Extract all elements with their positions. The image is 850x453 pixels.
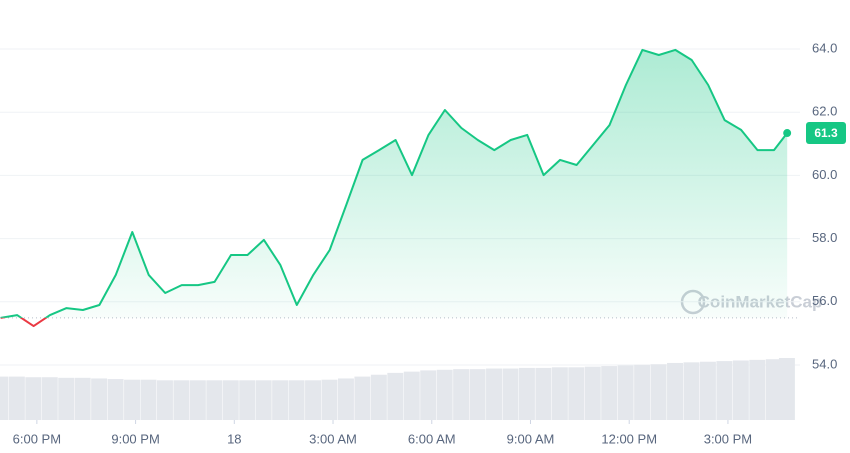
volume-bar: [601, 366, 618, 420]
volume-bar: [420, 370, 437, 420]
y-tick-label: 56.0: [812, 293, 837, 308]
x-tick-label: 18: [227, 431, 241, 446]
volume-bar: [74, 377, 91, 420]
volume-bar: [699, 361, 716, 420]
volume-bar: [58, 377, 75, 420]
volume-bar: [41, 377, 58, 420]
volume-bar: [667, 362, 684, 420]
x-tick-label: 3:00 AM: [309, 431, 357, 446]
volume-bar: [305, 380, 322, 420]
volume-bar: [189, 380, 206, 420]
volume-bar: [107, 379, 124, 420]
price-tag: [806, 122, 846, 145]
x-tick-label: 6:00 PM: [13, 431, 61, 446]
volume-bar: [518, 367, 535, 420]
y-tick-label: 62.0: [812, 104, 837, 119]
x-tick-label: 9:00 AM: [507, 431, 555, 446]
volume-bar: [370, 374, 387, 420]
volume-bar: [321, 379, 338, 420]
volume-bar: [683, 362, 700, 420]
volume-bar: [255, 380, 272, 420]
volume-bar: [124, 379, 141, 420]
volume-bar: [206, 380, 223, 420]
volume-bar: [387, 372, 404, 420]
volume-bar: [140, 379, 157, 420]
y-tick-label: 54.0: [812, 356, 837, 371]
volume-bar: [354, 376, 371, 420]
price-area: [0, 49, 788, 318]
volume-bar: [584, 366, 601, 420]
volume-bar: [272, 380, 289, 420]
volume-bar: [91, 378, 108, 420]
y-tick-label: 60.0: [812, 167, 837, 182]
volume-bar: [403, 371, 420, 420]
price-tag-label: 61.3: [814, 126, 838, 140]
volume-bar: [173, 380, 190, 420]
price-line: [0, 48, 788, 318]
x-tick-label: 6:00 AM: [408, 431, 456, 446]
x-tick-label: 12:00 PM: [601, 431, 657, 446]
volume-bar: [453, 369, 470, 420]
x-tick-label: 3:00 PM: [704, 431, 752, 446]
volume-bar: [535, 367, 552, 420]
last-point: [783, 129, 792, 138]
volume-bar: [436, 369, 453, 420]
volume-bar: [568, 367, 585, 420]
volume-bar: [239, 380, 256, 420]
volume-bar: [617, 365, 634, 420]
y-tick-label: 64.0: [812, 40, 837, 55]
volume-bar: [634, 364, 651, 420]
volume-bar: [650, 364, 667, 420]
volume-bar: [222, 380, 239, 420]
volume-bar: [0, 376, 9, 420]
volume-bar: [8, 376, 25, 420]
volume-bar: [486, 368, 503, 420]
volume-bar: [732, 360, 749, 420]
volume-bar: [337, 378, 354, 420]
volume-bar: [156, 380, 173, 420]
volume-bar: [288, 380, 305, 420]
volume-bar: [716, 361, 733, 420]
volume-bar: [765, 359, 782, 420]
volume-bar: [502, 368, 519, 420]
volume-bar: [778, 358, 795, 420]
volume-bar: [25, 377, 42, 420]
volume-bar: [469, 369, 486, 420]
y-tick-label: 58.0: [812, 230, 837, 245]
volume-bar: [551, 367, 568, 420]
x-tick-label: 9:00 PM: [111, 431, 159, 446]
volume-bar: [749, 359, 766, 420]
